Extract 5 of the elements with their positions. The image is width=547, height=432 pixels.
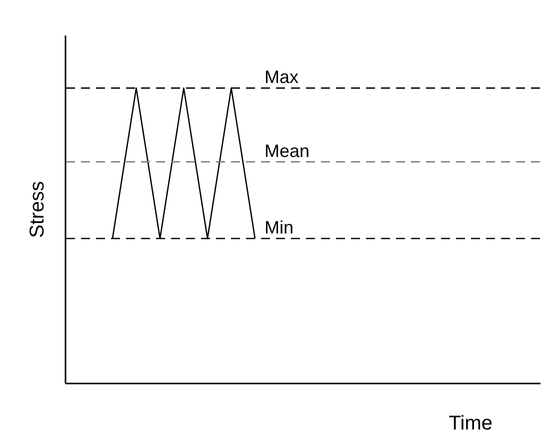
ref-line-label: Min — [264, 217, 294, 238]
x-axis-title: Time — [448, 412, 492, 432]
ref-line-label: Mean — [264, 140, 310, 161]
y-axis-title: Stress — [26, 181, 48, 238]
ref-line-label: Max — [264, 67, 299, 88]
